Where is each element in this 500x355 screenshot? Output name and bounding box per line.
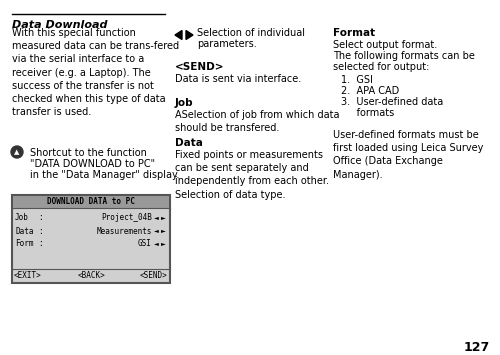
Text: 127: 127	[464, 341, 490, 354]
Text: Selection of individual: Selection of individual	[197, 28, 305, 38]
Text: ◄: ◄	[154, 229, 159, 234]
Text: formats: formats	[341, 108, 394, 118]
Text: Fixed points or measurements
can be sent separately and
independently from each : Fixed points or measurements can be sent…	[175, 150, 329, 200]
Text: Measurements: Measurements	[96, 226, 152, 235]
Text: ASelection of job from which data
should be transfered.: ASelection of job from which data should…	[175, 110, 340, 133]
Text: Shortcut to the function: Shortcut to the function	[30, 148, 147, 158]
Bar	[13, 196, 169, 208]
Polygon shape	[175, 31, 182, 39]
Text: Format: Format	[333, 28, 375, 38]
Text: "DATA DOWNLOAD to PC": "DATA DOWNLOAD to PC"	[30, 159, 155, 169]
Text: Job: Job	[175, 98, 194, 108]
Text: Project_04B: Project_04B	[101, 213, 152, 223]
Text: :: :	[38, 213, 42, 223]
Text: DOWNLOAD DATA to PC: DOWNLOAD DATA to PC	[47, 197, 135, 206]
Text: Data: Data	[175, 138, 203, 148]
Text: <SEND>: <SEND>	[175, 62, 224, 72]
Text: in the "Data Manager" display.: in the "Data Manager" display.	[30, 170, 180, 180]
Text: parameters.: parameters.	[197, 39, 257, 49]
Polygon shape	[186, 31, 193, 39]
Text: ►: ►	[161, 229, 166, 234]
Text: GSI: GSI	[138, 240, 152, 248]
Text: Job: Job	[15, 213, 29, 223]
Text: selected for output:: selected for output:	[333, 62, 430, 72]
Text: :: :	[38, 226, 42, 235]
Text: Select output format.: Select output format.	[333, 40, 437, 50]
Text: Form: Form	[15, 240, 34, 248]
Text: <EXIT>: <EXIT>	[14, 272, 42, 280]
Text: The following formats can be: The following formats can be	[333, 51, 475, 61]
Text: ▲: ▲	[14, 149, 20, 155]
Circle shape	[11, 146, 23, 158]
Text: User-defined formats must be
first loaded using Leica Survey
Office (Data Exchan: User-defined formats must be first loade…	[333, 130, 484, 180]
Text: Data Download: Data Download	[12, 20, 108, 30]
Text: ►: ►	[161, 215, 166, 220]
Text: ◄: ◄	[154, 241, 159, 246]
Text: :: :	[38, 240, 42, 248]
Text: 3.  User-defined data: 3. User-defined data	[341, 97, 444, 107]
Text: <BACK>: <BACK>	[77, 272, 105, 280]
Text: ◄: ◄	[154, 215, 159, 220]
Text: Data is sent via interface.: Data is sent via interface.	[175, 74, 301, 84]
Text: With this special function
measured data can be trans-fered
via the serial inter: With this special function measured data…	[12, 28, 179, 117]
Text: 2.  APA CAD: 2. APA CAD	[341, 86, 399, 96]
Text: Data: Data	[15, 226, 34, 235]
Text: <SEND>: <SEND>	[140, 272, 168, 280]
FancyBboxPatch shape	[12, 195, 170, 283]
Text: ►: ►	[161, 241, 166, 246]
Text: 1.  GSI: 1. GSI	[341, 75, 373, 85]
